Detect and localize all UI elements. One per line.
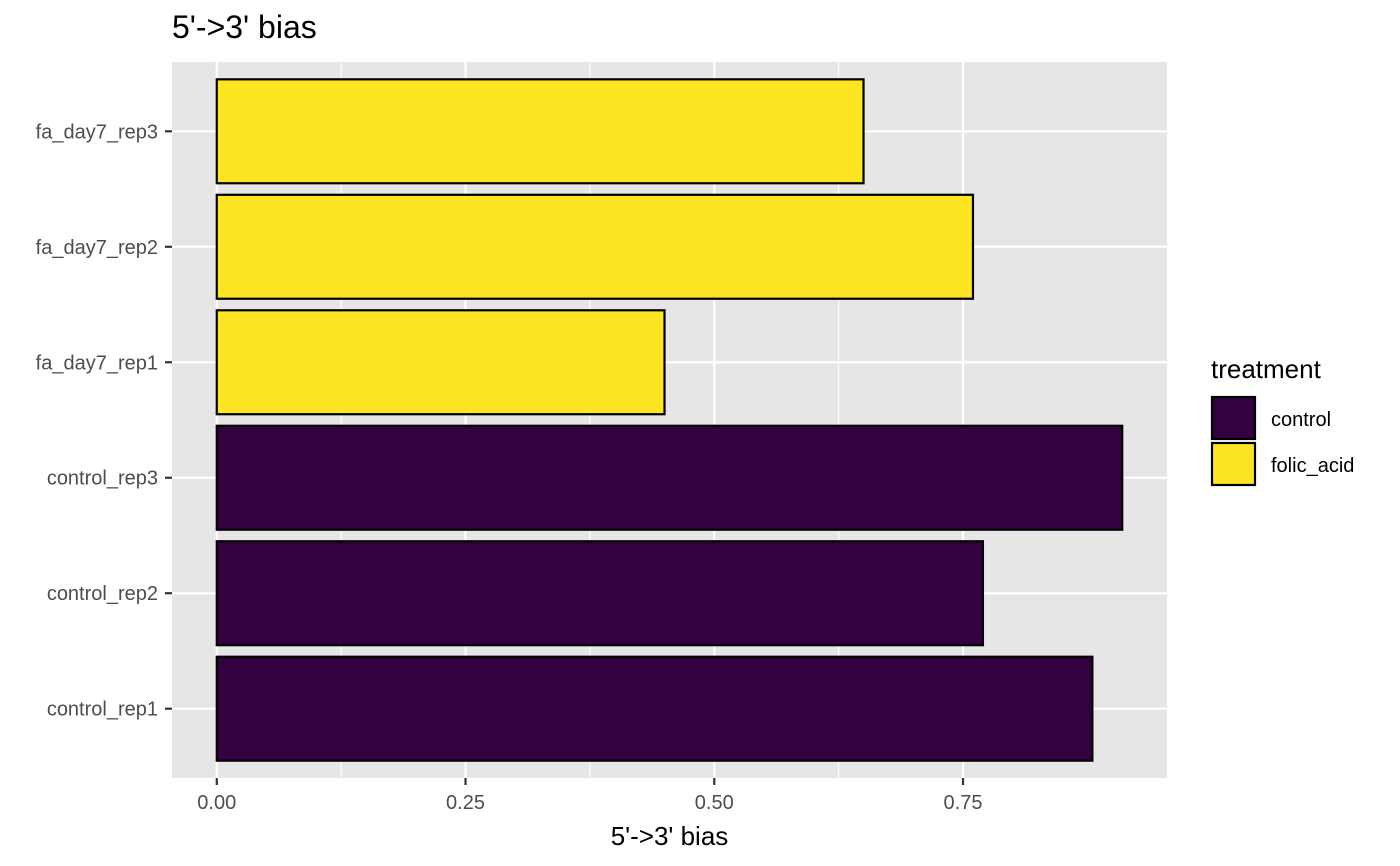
legend-label: folic_acid bbox=[1271, 455, 1354, 477]
legend-label: control bbox=[1271, 409, 1331, 431]
bar-fa_day7_rep1 bbox=[215, 309, 666, 416]
y-tick-label: fa_day7_rep2 bbox=[36, 237, 158, 259]
legend-key-control bbox=[1210, 395, 1257, 441]
chart-title: 5'->3' bias bbox=[172, 9, 317, 45]
y-axis: control_rep1 control_rep2 control_rep3 fa_d… bbox=[36, 121, 172, 721]
x-tick-label: 0.00 bbox=[197, 792, 236, 814]
y-tick-label: fa_day7_rep1 bbox=[36, 352, 158, 374]
y-tick-label: fa_day7_rep3 bbox=[36, 121, 158, 143]
bar-control_rep2 bbox=[215, 540, 985, 647]
x-axis: 0.00 0.25 0.50 0.75 bbox=[197, 778, 982, 814]
bars bbox=[215, 78, 1124, 762]
y-tick-label: control_rep2 bbox=[47, 583, 158, 605]
bar-fa_day7_rep2 bbox=[215, 193, 975, 300]
legend: treatment control folic_acid bbox=[1210, 354, 1354, 487]
bar-control_rep1 bbox=[215, 655, 1094, 762]
x-axis-title: 5'->3' bias bbox=[611, 821, 729, 851]
legend-title: treatment bbox=[1211, 354, 1322, 384]
bar-control_rep3 bbox=[215, 424, 1124, 531]
y-tick-label: control_rep1 bbox=[47, 699, 158, 721]
bar-fa_day7_rep3 bbox=[215, 78, 865, 185]
y-tick-label: control_rep3 bbox=[47, 468, 158, 490]
x-tick-label: 0.75 bbox=[944, 792, 983, 814]
legend-key-folic_acid bbox=[1210, 441, 1257, 487]
x-tick-label: 0.25 bbox=[446, 792, 485, 814]
x-tick-label: 0.50 bbox=[695, 792, 734, 814]
